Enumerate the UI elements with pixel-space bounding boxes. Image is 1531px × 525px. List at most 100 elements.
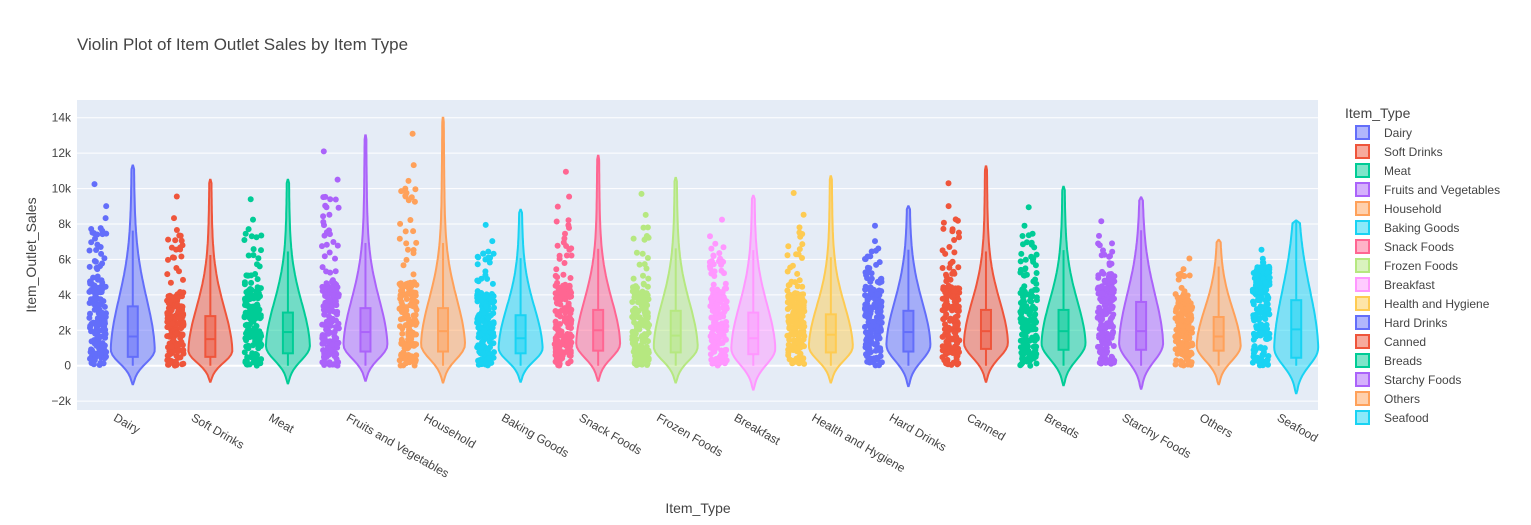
legend-label: Baking Goods	[1384, 221, 1459, 235]
data-point	[1029, 334, 1036, 341]
data-point	[1184, 292, 1191, 299]
y-tick-label: 4k	[58, 288, 72, 302]
data-point	[98, 327, 105, 334]
data-point	[1102, 325, 1109, 332]
data-point	[630, 235, 637, 242]
data-point	[878, 319, 885, 326]
legend-swatch	[1355, 125, 1370, 140]
violin-points	[241, 196, 265, 369]
legend-label: Snack Foods	[1384, 240, 1454, 254]
data-point	[800, 211, 807, 218]
legend-item[interactable]: Health and Hygiene	[1355, 296, 1490, 311]
data-point	[1031, 312, 1038, 319]
data-point	[488, 359, 495, 366]
legend-item[interactable]: Canned	[1355, 334, 1426, 349]
violin-box	[514, 314, 527, 355]
data-point	[1257, 315, 1263, 322]
legend-item[interactable]: Seafood	[1355, 410, 1429, 425]
data-point	[942, 288, 949, 295]
data-point	[1019, 233, 1026, 239]
data-point	[633, 325, 640, 332]
violin-points	[551, 168, 575, 369]
legend-item[interactable]: Breads	[1355, 353, 1422, 368]
data-point	[1096, 348, 1103, 355]
data-point	[97, 296, 104, 303]
legend-item[interactable]: Breakfast	[1355, 277, 1435, 292]
legend-item[interactable]: Meat	[1355, 163, 1411, 178]
legend-item[interactable]: Household	[1355, 201, 1441, 216]
data-point	[723, 357, 730, 364]
data-point	[567, 292, 573, 299]
data-point	[953, 356, 960, 363]
data-point	[877, 314, 884, 320]
legend-item[interactable]: Fruits and Vegetables	[1355, 182, 1500, 197]
data-point	[180, 347, 187, 354]
data-point	[1264, 301, 1271, 308]
legend-item[interactable]: Dairy	[1355, 125, 1412, 140]
data-point	[863, 337, 870, 344]
data-point	[1108, 290, 1115, 297]
legend-item[interactable]: Snack Foods	[1355, 239, 1454, 254]
data-point	[408, 194, 415, 201]
data-point	[561, 314, 568, 321]
data-point	[640, 280, 647, 287]
data-point	[710, 281, 717, 288]
data-point	[251, 330, 257, 337]
data-point	[877, 348, 884, 354]
legend-item[interactable]: Starchy Foods	[1355, 372, 1461, 387]
data-point	[1033, 360, 1040, 367]
data-point	[790, 359, 797, 366]
data-point	[1028, 298, 1035, 305]
data-point	[402, 228, 409, 235]
data-point	[1175, 341, 1182, 348]
data-point	[794, 283, 801, 290]
data-point	[1250, 298, 1256, 305]
data-point	[258, 232, 265, 239]
data-point	[167, 360, 174, 366]
data-point	[246, 303, 253, 310]
data-point	[247, 321, 253, 328]
data-point	[244, 354, 251, 361]
data-point	[1096, 232, 1102, 239]
data-point	[490, 329, 497, 336]
data-point	[945, 203, 952, 210]
legend-item[interactable]: Soft Drinks	[1355, 144, 1443, 159]
data-point	[1251, 317, 1258, 324]
data-point	[329, 341, 336, 348]
data-point	[1027, 362, 1034, 369]
data-point	[326, 297, 333, 304]
data-point	[563, 342, 570, 349]
data-point	[103, 349, 110, 355]
legend-item[interactable]: Others	[1355, 391, 1420, 406]
data-point	[642, 306, 649, 312]
data-point	[396, 357, 403, 364]
legend-swatch	[1355, 296, 1370, 311]
data-point	[794, 270, 801, 277]
data-point	[1188, 306, 1195, 313]
data-point	[871, 355, 878, 362]
data-point	[553, 266, 560, 273]
violin-group	[939, 165, 1009, 383]
data-point	[567, 275, 574, 281]
data-point	[482, 293, 489, 300]
data-point	[103, 353, 109, 360]
legend-item[interactable]: Baking Goods	[1355, 220, 1459, 235]
violin-group	[319, 134, 389, 382]
violin-box	[437, 307, 450, 353]
data-point	[796, 246, 803, 253]
data-point	[333, 317, 339, 324]
data-point	[955, 303, 962, 310]
data-point	[254, 276, 261, 283]
data-point	[398, 307, 405, 313]
data-point	[640, 272, 646, 279]
legend-item[interactable]: Hard Drinks	[1355, 315, 1447, 330]
data-point	[951, 270, 958, 277]
data-point	[102, 283, 109, 290]
data-point	[1032, 319, 1039, 326]
data-point	[1264, 326, 1271, 332]
y-tick-label: −2k	[51, 394, 72, 408]
data-point	[1032, 346, 1039, 353]
legend-item[interactable]: Frozen Foods	[1355, 258, 1458, 273]
data-point	[638, 190, 645, 197]
data-point	[180, 319, 187, 326]
